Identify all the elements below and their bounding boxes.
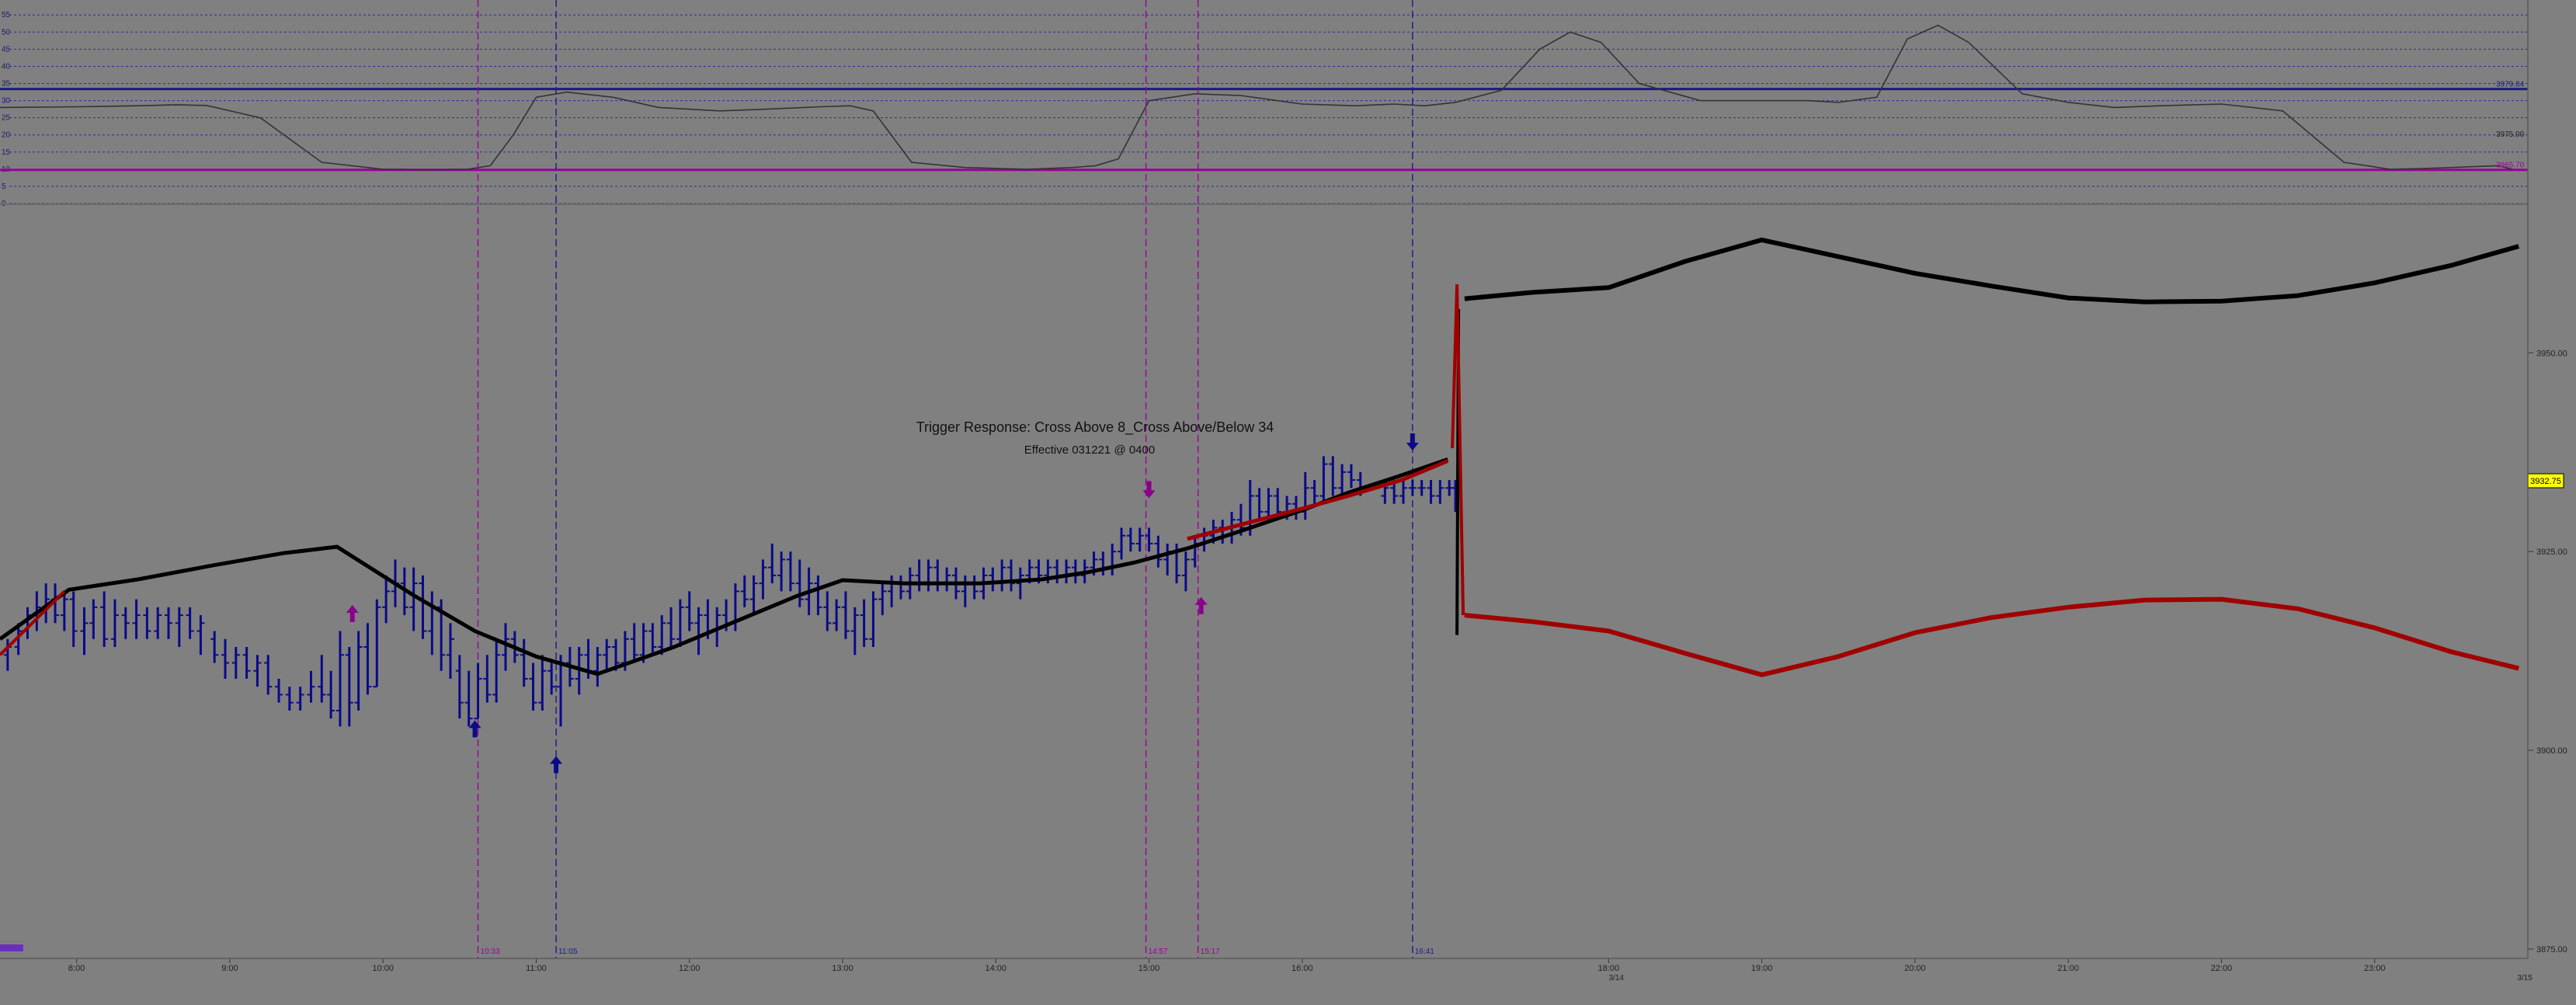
time-x-tick-label: 10:00 — [372, 964, 394, 973]
oscillator-tick-label: 55 — [2, 11, 11, 19]
oscillator-tick-label: 20 — [2, 131, 11, 140]
oscillator-tick-label: 5 — [2, 183, 6, 191]
signal-arrow-up — [550, 756, 563, 774]
signal-arrow-up — [468, 720, 481, 738]
time-x-tick-label: 18:00 — [1598, 964, 1620, 973]
vertical-marker-label: 11:05 — [558, 948, 578, 956]
oscillator-tick-label: 45 — [2, 45, 11, 54]
signal-arrow-down — [1142, 481, 1156, 499]
projection-upper-line — [1464, 237, 2520, 304]
oscillator-panel: 5550454035302520151050 3979.843975.00396… — [0, 11, 2528, 208]
time-x-axis: 8:00 9:00 10:00 11:00 12:00 13:00 14:00 15:00 16… — [68, 958, 2533, 982]
signal-arrow-up — [1194, 596, 1208, 614]
signal-arrow-up — [346, 604, 359, 622]
oscillator-series — [0, 24, 2513, 171]
oscillator-line — [0, 24, 2513, 171]
trigger-title: Trigger Response: Cross Above 8_Cross Ab… — [916, 419, 1274, 436]
projection-spike-fast — [1451, 284, 1465, 616]
projection-cone — [1451, 237, 2520, 677]
vertical-marker-label: 16:41 — [1415, 948, 1434, 956]
projection-lower-line — [1464, 596, 2519, 677]
price-y-tick-label: 3875.00 — [2536, 945, 2567, 955]
price-y-tick-label: 3950.00 — [2536, 349, 2567, 358]
symbol-tag[interactable] — [0, 944, 23, 951]
vertical-marker-label: 10:33 — [480, 948, 499, 956]
time-x-tick-label: 16:00 — [1291, 964, 1313, 973]
price-y-axis: 3950.00 3925.00 3900.00 3875.00 — [2528, 349, 2567, 955]
time-x-tick-label: 15:00 — [1139, 964, 1160, 973]
time-x-tick-label: 20:00 — [1904, 964, 1926, 973]
oscillator-tick-label: 15 — [2, 148, 11, 157]
oscillator-tick-label: 50 — [2, 28, 11, 37]
oscillator-right-labels: 3979.84 3975.00 3965.70 — [2496, 81, 2525, 170]
time-x-tick-label: 19:00 — [1751, 964, 1773, 973]
moving-averages — [0, 457, 1449, 676]
ma-fast-line-start — [0, 589, 66, 656]
oscillator-tick-label: 25 — [2, 114, 11, 123]
time-x-tick-label: 9:00 — [221, 964, 238, 973]
price-bars — [3, 456, 1460, 727]
time-x-tick-label: 8:00 — [68, 964, 85, 973]
price-panel: 10:33 11:05 14:57 15:17 16:41 3950.00 3925.00… — [0, 0, 2567, 982]
oscillator-tick-label: 35 — [2, 80, 11, 89]
oscillator-tick-label: 40 — [2, 62, 11, 71]
last-price-label: 3932.75 — [2530, 477, 2561, 486]
time-x-tick-label: 14:00 — [986, 964, 1007, 973]
time-x-tick-label: 21:00 — [2057, 964, 2079, 973]
time-x-tick-label: 11:00 — [526, 964, 547, 973]
date-label: 3/15 — [2517, 974, 2533, 982]
oscillator-right-label: 3975.00 — [2496, 130, 2525, 139]
signal-arrows — [346, 433, 1419, 774]
vertical-markers: 10:33 11:05 14:57 15:17 16:41 — [477, 0, 1434, 958]
vertical-marker-label: 15:17 — [1201, 948, 1220, 956]
oscillator-right-label: 3965.70 — [2496, 162, 2525, 170]
time-x-tick-label: 22:00 — [2211, 964, 2233, 973]
signal-arrow-down — [1406, 433, 1419, 450]
time-x-tick-label: 13:00 — [832, 964, 853, 973]
oscillator-tick-label: 30 — [2, 97, 11, 106]
vertical-marker-label: 14:57 — [1149, 948, 1168, 956]
oscillator-right-label: 3979.84 — [2496, 81, 2525, 89]
trigger-subtitle: Effective 031221 @ 0400 — [1024, 443, 1155, 457]
ma-slow-line — [0, 457, 1449, 676]
ma-fast-line — [1187, 459, 1449, 541]
time-x-tick-label: 12:00 — [679, 964, 700, 973]
price-y-tick-label: 3900.00 — [2536, 746, 2567, 756]
price-y-tick-label: 3925.00 — [2536, 548, 2567, 557]
time-x-tick-label: 23:00 — [2364, 964, 2386, 973]
date-label: 3/14 — [1608, 974, 1624, 982]
